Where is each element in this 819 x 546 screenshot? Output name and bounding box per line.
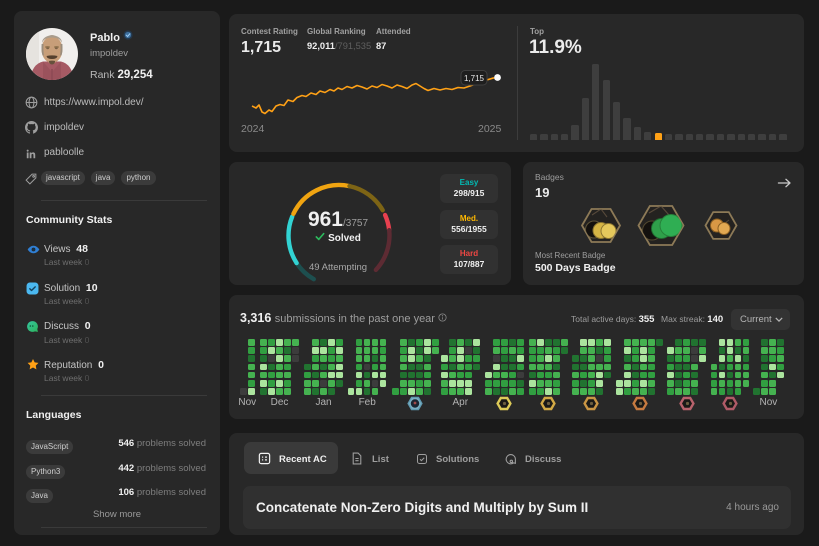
svg-text:1,715: 1,715 [464,74,485,83]
